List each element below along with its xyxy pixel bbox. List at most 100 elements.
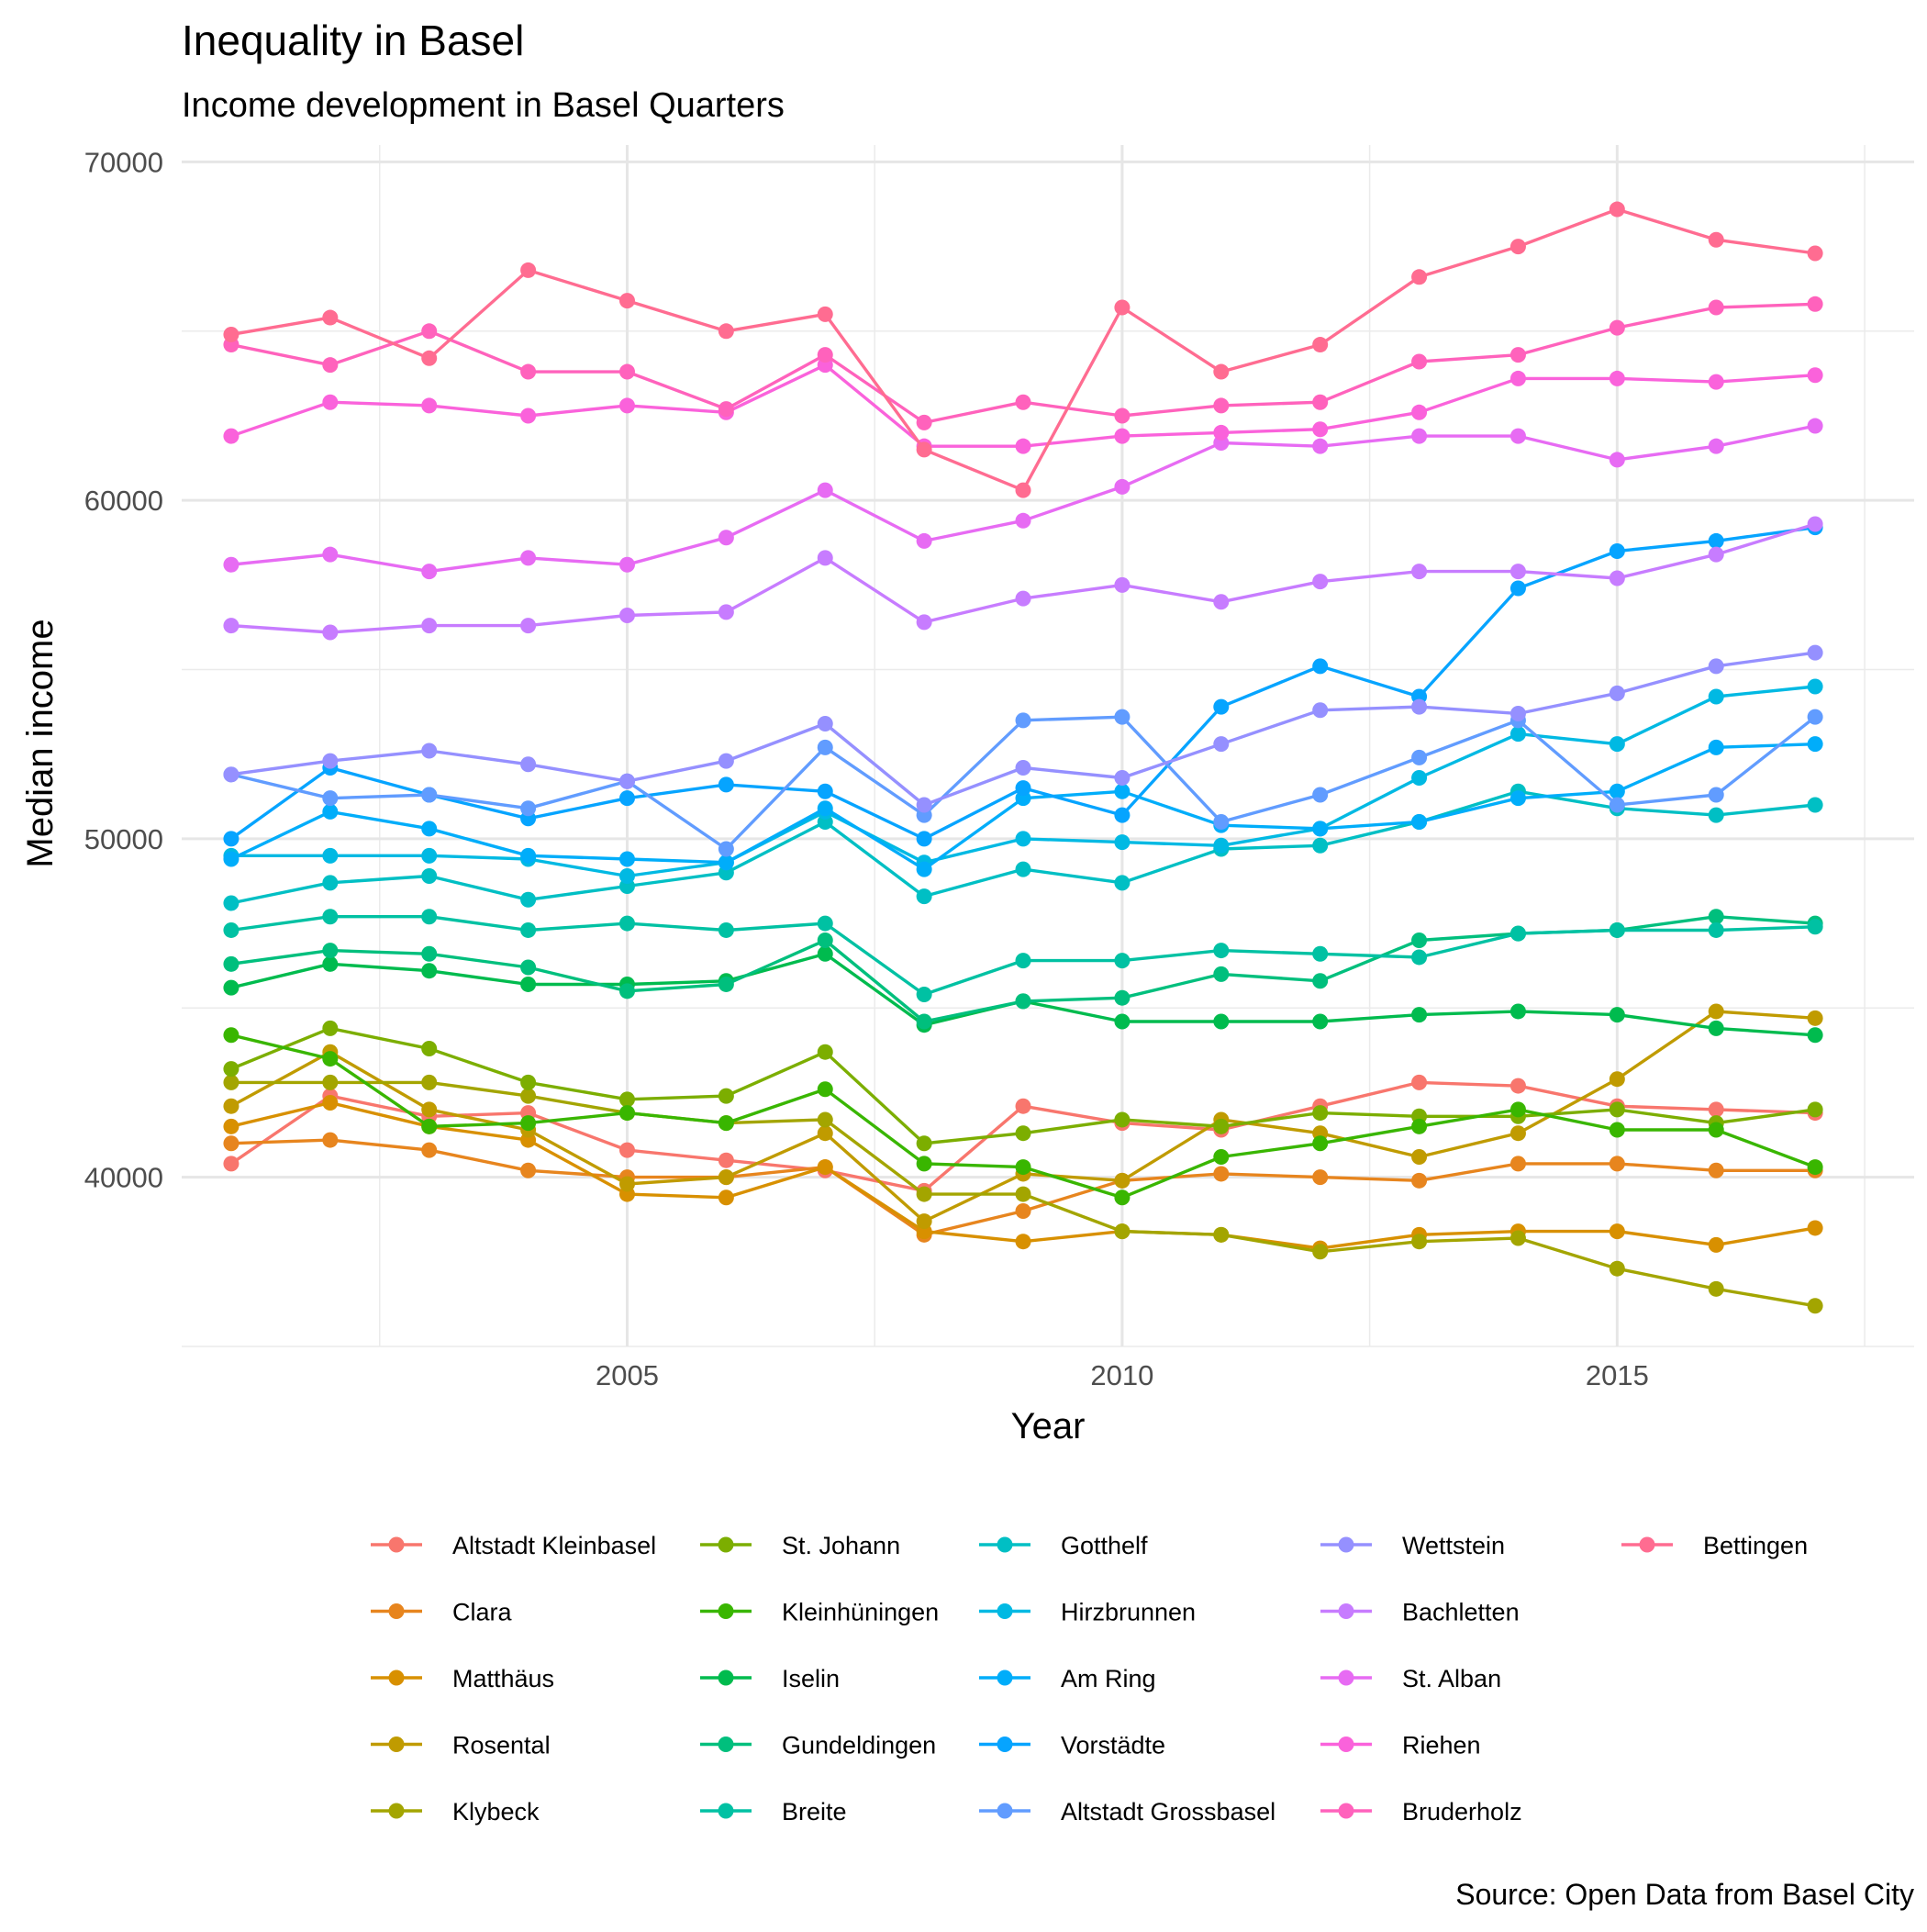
- y-axis-ticks: 40000 50000 60000 70000: [84, 146, 163, 1193]
- legend-label: Gundeldingen: [782, 1732, 936, 1759]
- legend-key-point: [997, 1536, 1013, 1553]
- data-point: [1708, 909, 1724, 925]
- data-point: [223, 851, 239, 867]
- data-point: [520, 959, 537, 976]
- data-point: [1213, 813, 1230, 830]
- data-point: [817, 1159, 833, 1176]
- data-point: [223, 428, 239, 444]
- data-point: [916, 614, 932, 631]
- data-point: [520, 618, 537, 634]
- data-point: [421, 821, 438, 837]
- legend-item: Hirzbrunnen: [979, 1599, 1196, 1626]
- data-point: [1708, 739, 1724, 755]
- data-point: [1015, 993, 1031, 1010]
- legend-key-point: [997, 1803, 1013, 1819]
- data-point: [718, 976, 734, 992]
- data-point: [1015, 831, 1031, 847]
- data-point: [322, 357, 339, 374]
- data-point: [916, 888, 932, 905]
- data-point: [1807, 516, 1823, 532]
- legend-label: Bruderholz: [1402, 1798, 1522, 1826]
- legend-label: Iselin: [782, 1665, 840, 1692]
- data-point: [1807, 797, 1823, 813]
- data-point: [916, 1213, 932, 1230]
- data-point: [421, 323, 438, 340]
- series-group: [223, 1027, 1823, 1206]
- data-point: [1312, 837, 1329, 854]
- data-point: [1411, 564, 1428, 580]
- y-tick-label: 60000: [84, 485, 163, 517]
- data-point: [1708, 546, 1724, 563]
- data-point: [1509, 347, 1526, 363]
- legend-item: Bettingen: [1621, 1532, 1808, 1559]
- legend-item: St. Alban: [1320, 1665, 1501, 1692]
- data-point: [1114, 408, 1131, 424]
- data-point: [223, 1135, 239, 1152]
- legend-label: Bachletten: [1402, 1599, 1520, 1626]
- data-point: [916, 414, 932, 430]
- chart-subtitle: Income development in Basel Quarters: [182, 86, 785, 125]
- data-point: [718, 753, 734, 769]
- legend-key-point: [718, 1670, 734, 1686]
- data-point: [1708, 787, 1724, 803]
- data-point: [223, 831, 239, 847]
- legend-key-point: [718, 1536, 734, 1553]
- legend-key-point: [718, 1737, 734, 1752]
- data-point: [223, 1027, 239, 1044]
- data-point: [520, 1088, 537, 1104]
- data-point: [1807, 296, 1823, 312]
- data-point: [916, 987, 932, 1003]
- data-point: [817, 306, 833, 322]
- y-axis-label: Median income: [20, 619, 61, 867]
- data-point: [1114, 875, 1131, 891]
- data-point: [1312, 394, 1329, 410]
- legend-key-point: [388, 1670, 405, 1686]
- data-point: [223, 955, 239, 972]
- data-point: [1708, 1280, 1724, 1297]
- data-point: [916, 1156, 932, 1172]
- data-point: [1708, 1236, 1724, 1253]
- legend-key-point: [388, 1737, 405, 1752]
- data-point: [1213, 594, 1230, 610]
- data-point: [1114, 989, 1131, 1006]
- data-point: [1213, 424, 1230, 441]
- data-point: [1509, 370, 1526, 386]
- data-point: [223, 895, 239, 911]
- data-point: [1708, 231, 1724, 248]
- data-point: [1807, 367, 1823, 384]
- data-point: [421, 743, 438, 759]
- chart-caption: Source: Open Data from Basel City: [1455, 1878, 1914, 1911]
- y-tick-label: 70000: [84, 146, 163, 178]
- data-point: [1509, 1003, 1526, 1020]
- data-point: [1509, 564, 1526, 580]
- data-point: [817, 482, 833, 498]
- chart-title: Inequality in Basel: [182, 17, 524, 64]
- data-point: [1114, 478, 1131, 495]
- data-point: [1312, 438, 1329, 454]
- data-point: [817, 550, 833, 566]
- series-group: [223, 516, 1823, 641]
- data-point: [1609, 1223, 1625, 1240]
- data-point: [718, 1189, 734, 1206]
- series-group: [223, 709, 1823, 857]
- legend-label: St. Johann: [782, 1532, 900, 1559]
- legend-label: Klybeck: [452, 1798, 540, 1826]
- data-point: [520, 976, 537, 992]
- data-point: [1807, 1220, 1823, 1236]
- legend-item: St. Johann: [700, 1532, 900, 1559]
- legend-label: Clara: [452, 1599, 513, 1626]
- legend-key-point: [997, 1670, 1013, 1686]
- legend-label: Hirzbrunnen: [1061, 1599, 1196, 1626]
- data-point: [817, 783, 833, 799]
- series-group: [223, 909, 1823, 1003]
- legend-item: Rosental: [371, 1732, 551, 1759]
- data-point: [718, 854, 734, 871]
- data-point: [322, 803, 339, 820]
- data-point: [1609, 797, 1625, 813]
- data-point: [916, 1135, 932, 1152]
- legend-item: Matthäus: [371, 1665, 554, 1692]
- data-point: [1015, 861, 1031, 877]
- data-point: [1114, 1013, 1131, 1030]
- data-point: [618, 1176, 635, 1192]
- data-point: [1609, 319, 1625, 336]
